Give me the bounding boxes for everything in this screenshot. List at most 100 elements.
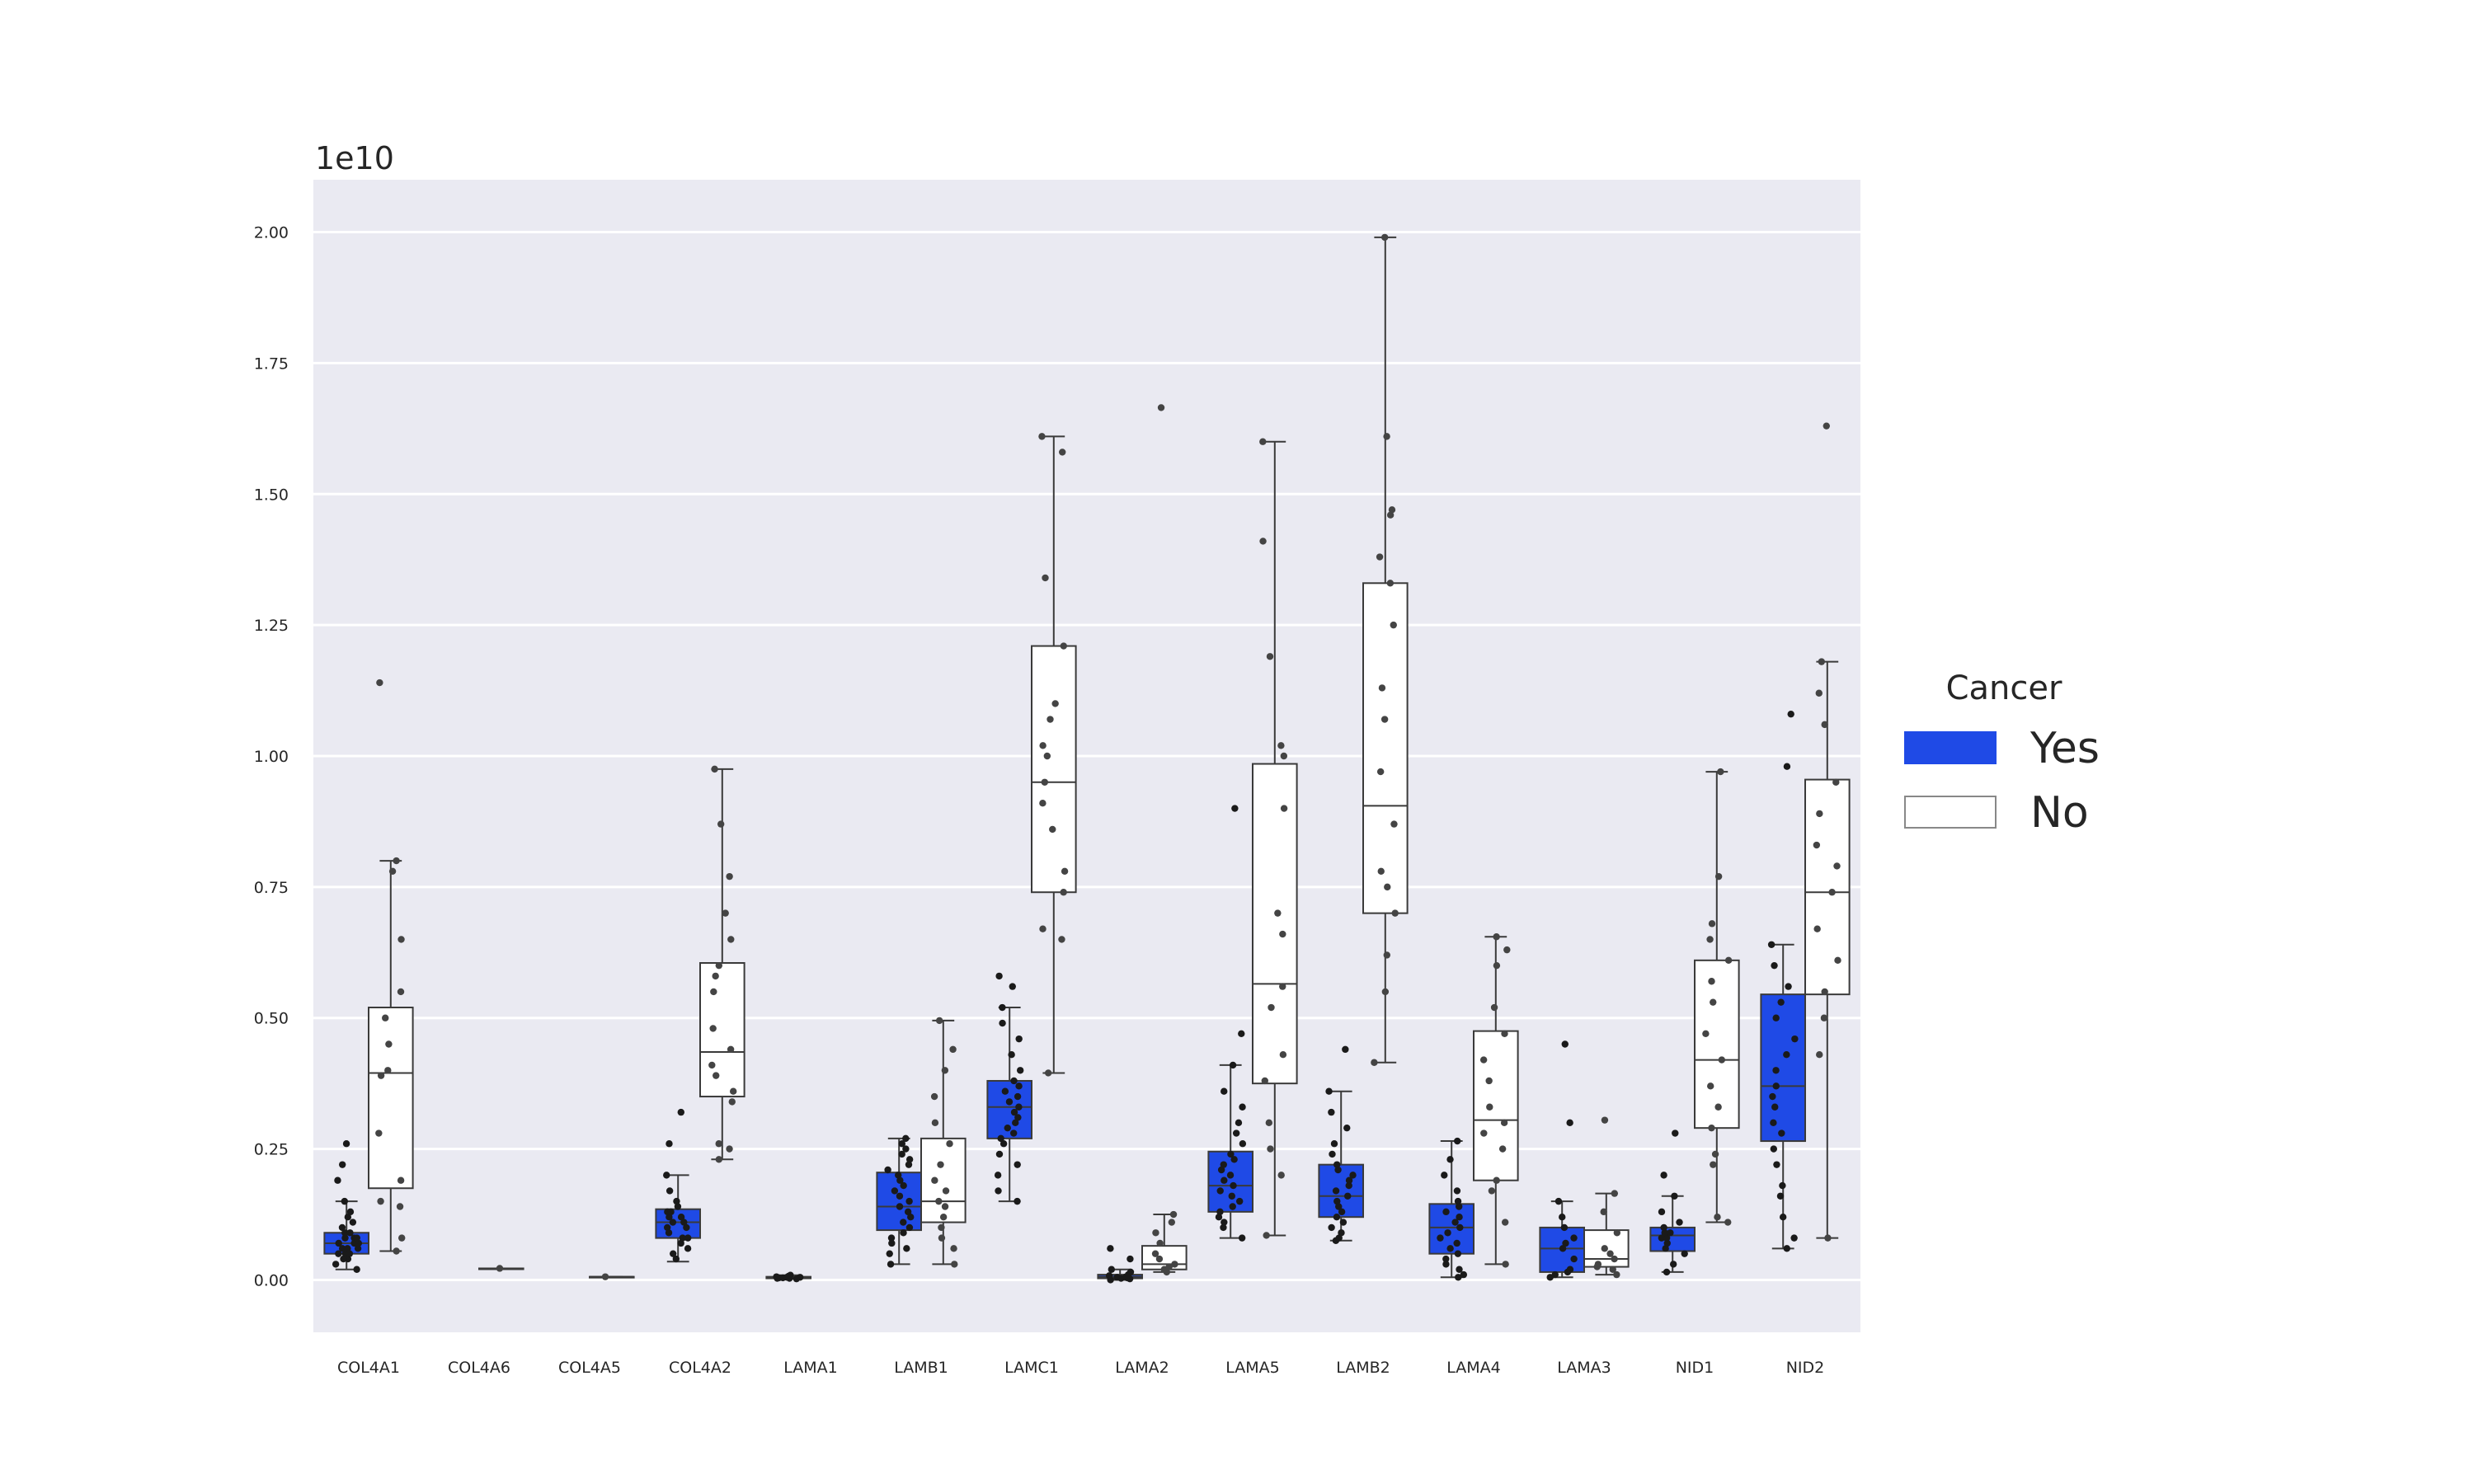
data-point [950,1245,957,1252]
data-point [1454,1250,1462,1257]
data-point [355,1239,362,1247]
data-point [1454,1137,1461,1145]
x-tick-label: COL4A2 [669,1359,731,1377]
data-point [1772,1082,1780,1090]
data-point [1380,716,1389,723]
data-point [708,1061,716,1069]
box [1141,1245,1188,1270]
data-point [1014,1092,1022,1101]
data-point [938,1223,945,1232]
data-point [1672,1129,1679,1137]
data-point [1015,1103,1023,1111]
y-tick-label: 1.25 [254,617,289,635]
data-point [902,1134,910,1143]
data-point [338,1245,346,1252]
data-point [1714,1214,1721,1221]
data-point [1044,1069,1052,1077]
data-point [397,1176,405,1184]
data-point [1441,1172,1448,1179]
data-point [382,1014,389,1021]
data-point [393,1247,400,1255]
x-tick-label: LAMA5 [1225,1359,1280,1377]
box-group [920,1017,967,1268]
data-point [1661,1229,1668,1237]
data-point [1339,1219,1348,1226]
data-point [1015,1082,1023,1090]
data-point [1714,1103,1722,1111]
data-point [677,1214,685,1221]
box-group [1694,768,1740,1226]
data-point [1486,1103,1493,1111]
data-point [1561,1040,1569,1048]
box-group [1583,1116,1630,1279]
data-point [1169,1210,1178,1219]
data-point [902,1145,910,1153]
data-point [942,1187,950,1195]
data-point [905,1161,913,1168]
data-point [1717,768,1724,776]
data-point [931,1176,938,1184]
data-point [1345,1176,1353,1184]
data-point [1042,574,1049,582]
box-group [1207,805,1254,1242]
data-point [1058,936,1065,943]
data-point [1493,961,1501,970]
data-point [1813,925,1821,932]
data-point [1047,716,1054,723]
data-point [1221,1176,1228,1184]
data-point [332,1261,340,1268]
data-point [1107,1245,1114,1252]
data-point [396,1203,404,1210]
data-point [1038,433,1046,440]
data-point [384,1067,392,1074]
data-point [1239,1140,1247,1148]
data-point [397,936,405,943]
y-tick-labels: 0.00 0.25 0.50 0.75 1.00 1.25 1.50 1.75 2.00 [254,224,289,1290]
data-point [1345,1181,1352,1190]
data-point [1061,867,1069,876]
data-point [1265,1119,1273,1127]
data-point [709,1025,717,1032]
box-group [1031,433,1077,1077]
data-point [377,1072,385,1079]
data-point [677,1108,684,1116]
data-point [663,1172,670,1179]
data-point [1559,1214,1566,1221]
data-point [1381,988,1390,996]
data-point [1600,1208,1607,1216]
data-point [900,1229,907,1237]
data-point [1274,909,1282,917]
data-point [1707,1082,1714,1090]
data-point [1338,1208,1346,1216]
data-point [1010,1108,1018,1116]
x-tick-label: NID2 [1786,1359,1825,1377]
data-point [1376,768,1385,776]
data-point [1714,872,1723,881]
data-point [669,1250,677,1257]
data-point [1230,1181,1237,1190]
data-point [1821,988,1828,996]
data-point [1606,1250,1614,1257]
legend: Cancer Yes No [1904,669,2100,838]
box-group [655,1108,702,1263]
data-point [1662,1245,1669,1252]
data-point [1454,1197,1462,1205]
data-point [884,1166,891,1174]
box [1473,1030,1519,1181]
data-point [663,1223,671,1232]
data-point [1676,1219,1683,1226]
data-point [1559,1245,1567,1252]
data-point [376,679,383,687]
data-point [1479,1056,1488,1064]
data-point [1442,1261,1450,1268]
x-tick-label: COL4A6 [448,1359,510,1377]
data-point [1820,1014,1828,1021]
data-point [946,1140,953,1148]
data-point [1783,1245,1790,1252]
data-point [1658,1234,1666,1242]
box-group [1473,933,1519,1268]
data-point [1570,1234,1578,1242]
data-point [728,1098,736,1106]
data-point [1113,1274,1121,1281]
data-point [891,1187,899,1195]
